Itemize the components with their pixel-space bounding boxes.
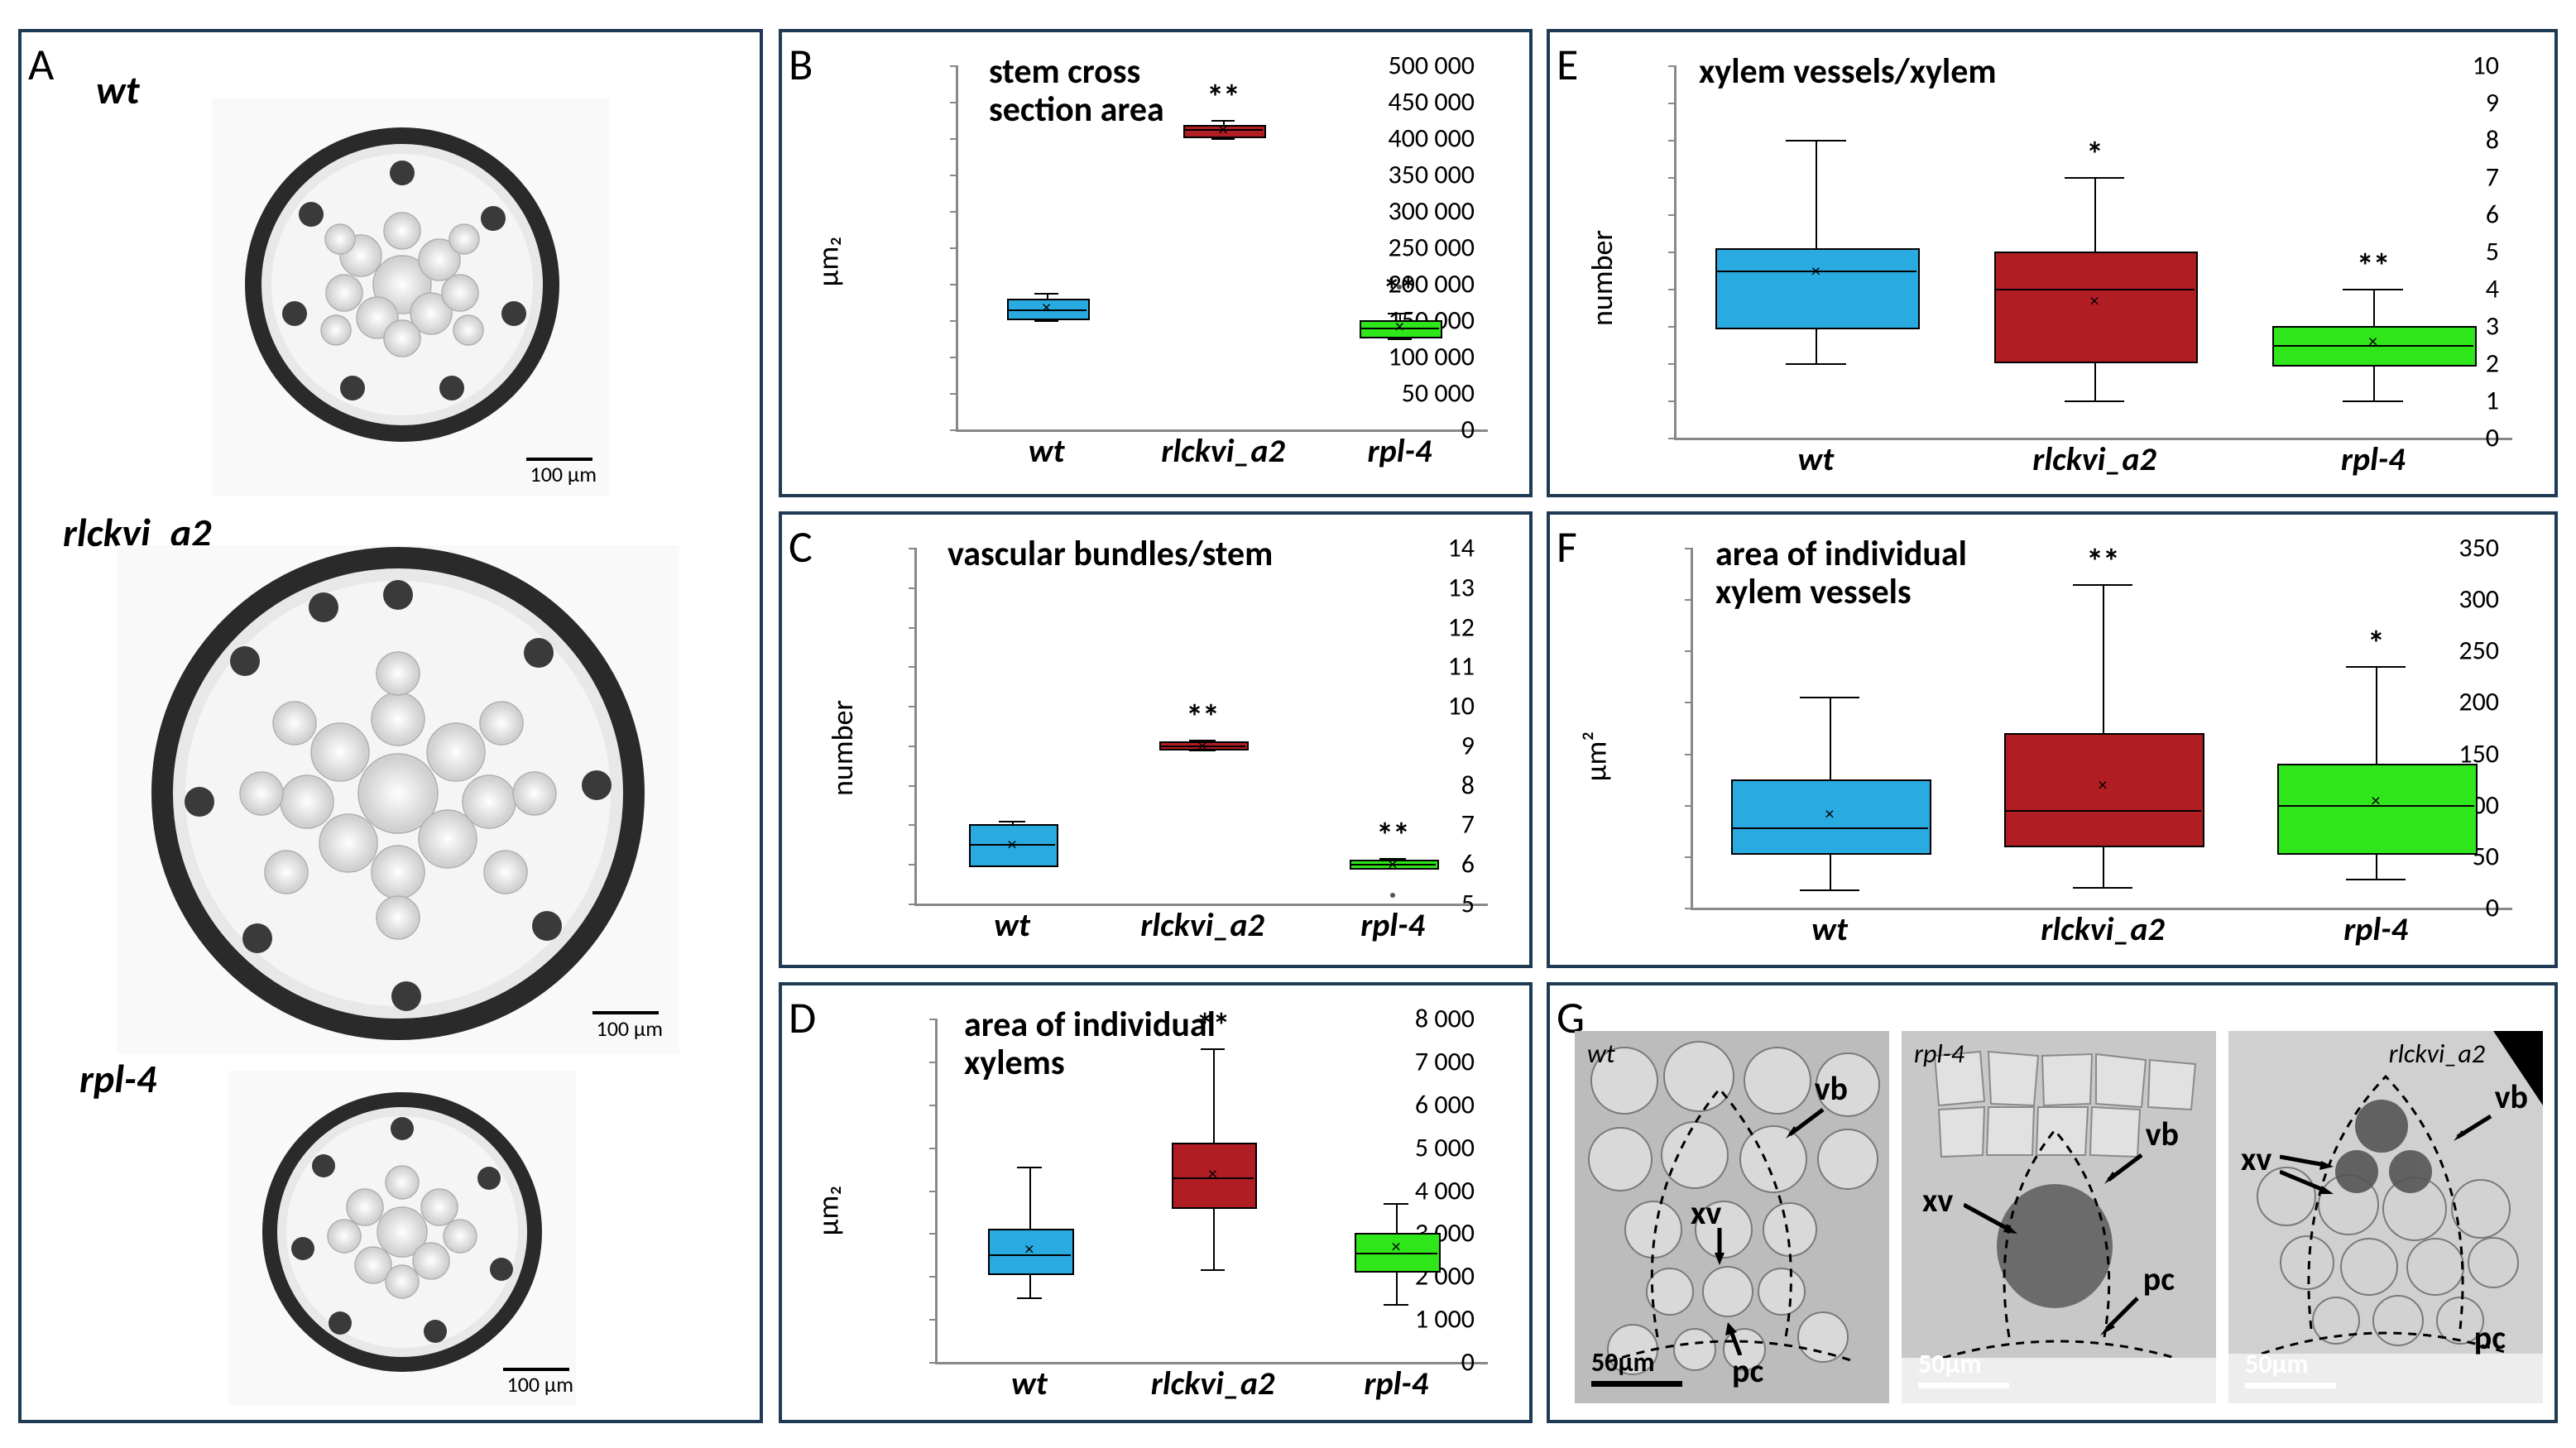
micrograph-g-rpl4: rpl-4 vb xv pc 50µm: [1902, 1031, 2216, 1403]
chart-B: stem cross section area µm₂ 050 000100 0…: [840, 49, 1509, 474]
panel-letter-F: F: [1557, 520, 1577, 574]
anno-xv-rlckvi: xv: [2241, 1139, 2271, 1179]
panel-letter-A: A: [28, 37, 54, 92]
anno-pc-rpl4: pc: [2143, 1259, 2175, 1299]
genotype-label-rpl4: rpl-4: [79, 1054, 156, 1103]
scale-bar-g-rlckvi: [2245, 1383, 2336, 1388]
yaxis-label-F: µm²: [1577, 731, 1614, 782]
anno-pc-wt: pc: [1732, 1350, 1763, 1391]
panel-letter-D: D: [789, 990, 816, 1045]
stem-rpl4-svg: [228, 1071, 576, 1406]
arrow-vb-wt: [1786, 1105, 1827, 1139]
anno-vb-rpl4: vb: [2146, 1114, 2179, 1154]
yaxis-label-D: µm₂: [809, 1186, 846, 1236]
g-label-rlckvi: rlckvi_a2: [2389, 1038, 2485, 1070]
scale-bar-g-wt: [1591, 1381, 1682, 1387]
panel-F: F area of individual xylem vessels µm² 0…: [1547, 511, 2558, 968]
scale-text-rlckvi: 100 µm: [597, 1015, 663, 1042]
scale-text-g-wt: 50µm: [1591, 1346, 1655, 1378]
plot-area-C: 567891011121314×wt×**rlckvi_a2×**rpl-4: [914, 548, 1488, 906]
panel-D: D area of individual xylems µm₂ 01 0002 …: [779, 982, 1533, 1423]
scale-text-g-rlckvi: 50µm: [2245, 1348, 2309, 1380]
scale-text-g-rpl4: 50µm: [1918, 1348, 1982, 1380]
panel-A: A wt: [18, 29, 763, 1423]
plot-area-D: 01 0002 0003 0004 0005 0006 0007 0008 00…: [935, 1019, 1488, 1364]
g-label-wt: wt: [1587, 1038, 1615, 1070]
arrow-vb-rpl4: [2104, 1151, 2146, 1184]
plot-area-E: 012345678910×wt×*rlckvi_a2×**rpl-4: [1674, 65, 2512, 440]
micrograph-g-wt: wt vb xv pc 50µm: [1575, 1031, 1889, 1403]
scale-text-wt: 100 µm: [530, 461, 597, 487]
arrow-pc-rpl4: [2100, 1294, 2142, 1335]
scale-bar-rlckvi: [592, 1011, 659, 1014]
micrograph-rlckvi: 100 µm: [117, 545, 679, 1054]
panel-E: E xylem vessels/xylem number 01234567891…: [1547, 29, 2558, 497]
arrow-xv-rpl4: [1964, 1201, 2017, 1238]
yaxis-label-B: µm₂: [809, 237, 846, 287]
panel-B: B stem cross section area µm₂ 050 000100…: [779, 29, 1533, 497]
micrograph-g-rlckvi: rlckvi_a2 vb xv pc 50µm: [2228, 1031, 2543, 1403]
arrow-xv-rlckvi-2: [2280, 1168, 2334, 1196]
yaxis-label-E: number: [1584, 230, 1620, 326]
chart-C: vascular bundles/stem number 56789101112…: [840, 531, 1509, 945]
panel-letter-C: C: [789, 520, 813, 574]
yaxis-label-C: number: [824, 700, 861, 796]
anno-xv-wt: xv: [1691, 1192, 1721, 1233]
genotype-label-wt: wt: [96, 65, 140, 114]
micrograph-wt: 100 µm: [212, 98, 609, 496]
stem-rlckvi-svg: [117, 545, 679, 1054]
micrograph-rpl4: 100 µm: [228, 1071, 576, 1406]
panel-letter-B: B: [789, 37, 813, 92]
chart-F: area of individual xylem vessels µm² 050…: [1608, 531, 2535, 945]
chart-E: xylem vessels/xylem number 012345678910×…: [1608, 49, 2535, 474]
chart-D: area of individual xylems µm₂ 01 0002 00…: [840, 1002, 1509, 1400]
arrow-pc-wt: [1724, 1322, 1749, 1355]
panel-G: G wt vb xv: [1547, 982, 2558, 1423]
scale-bar-g-rpl4: [1918, 1383, 2009, 1388]
anno-pc-rlckvi: pc: [2474, 1317, 2506, 1358]
g-label-rpl4: rpl-4: [1914, 1038, 1964, 1070]
arrow-vb-rlckvi: [2454, 1112, 2495, 1144]
stem-wt-svg: [212, 98, 609, 496]
figure-root: A wt: [0, 0, 2576, 1448]
anno-xv-rpl4: xv: [1922, 1180, 1953, 1220]
scale-text-rpl4: 100 µm: [507, 1371, 573, 1398]
anno-vb-rlckvi: vb: [2495, 1076, 2528, 1117]
panel-C: C vascular bundles/stem number 567891011…: [779, 511, 1533, 968]
panel-letter-E: E: [1557, 37, 1578, 92]
plot-area-B: 050 000100 000150 000200 000250 000300 0…: [956, 65, 1488, 432]
arrow-xv-wt: [1711, 1228, 1728, 1265]
plot-area-F: 050100150200250300350×wt×**rlckvi_a2×*rp…: [1691, 548, 2512, 910]
anno-vb-wt: vb: [1815, 1068, 1848, 1109]
